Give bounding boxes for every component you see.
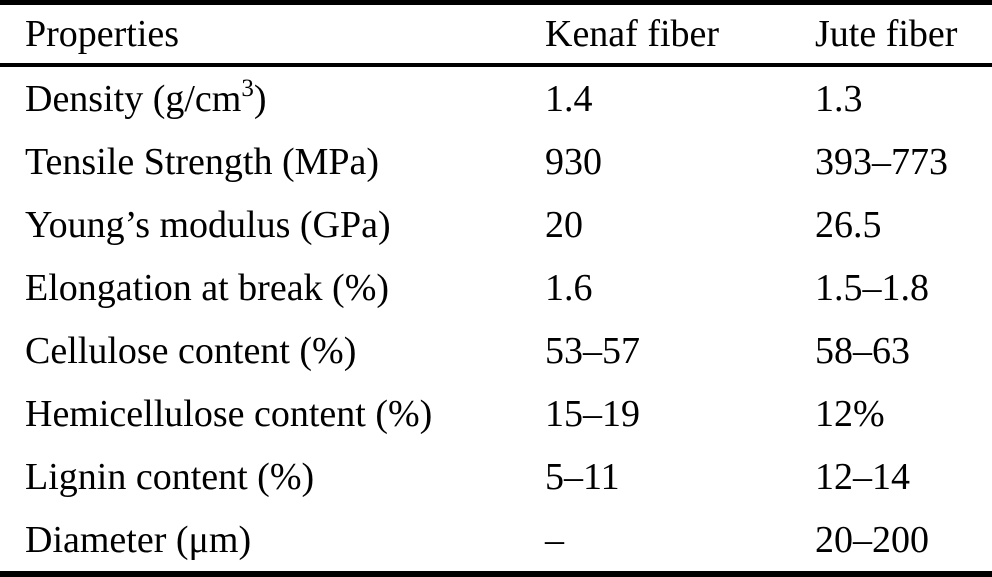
jute-value-cell: 1.3 xyxy=(815,77,863,120)
property-cell: Tensile Strength (MPa) xyxy=(25,140,380,183)
jute-value-cell: 20–200 xyxy=(815,518,929,561)
property-label: Density (g/cm xyxy=(25,77,242,120)
jute-value-cell: 12% xyxy=(815,392,885,435)
column-header-properties: Properties xyxy=(25,13,180,55)
table-row-lignin: Lignin content (%) 5–11 12–14 xyxy=(0,445,992,508)
column-header-kenaf-fiber: Kenaf fiber xyxy=(545,13,720,55)
table-row-density: Density (g/cm3) 1.4 1.3 xyxy=(0,67,992,130)
property-cell: Cellulose content (%) xyxy=(25,329,357,372)
jute-value-cell: 12–14 xyxy=(815,455,910,498)
table-row-youngs-modulus: Young’s modulus (GPa) 20 26.5 xyxy=(0,193,992,256)
kenaf-value-cell: 5–11 xyxy=(545,455,620,498)
property-cell: Young’s modulus (GPa) xyxy=(25,203,391,246)
property-label-close: ) xyxy=(253,77,267,120)
kenaf-value-cell: 15–19 xyxy=(545,392,640,435)
property-cell: Hemicellulose content (%) xyxy=(25,392,433,435)
table-row-cellulose: Cellulose content (%) 53–57 58–63 xyxy=(0,319,992,382)
unit-superscript: 3 xyxy=(241,74,254,102)
table-row-tensile-strength: Tensile Strength (MPa) 930 393–773 xyxy=(0,130,992,193)
kenaf-value-cell: 930 xyxy=(545,140,602,183)
property-cell: Diameter (μm) xyxy=(25,518,252,561)
jute-value-cell: 26.5 xyxy=(815,203,882,246)
column-header-jute-fiber: Jute fiber xyxy=(815,13,958,55)
property-cell: Lignin content (%) xyxy=(25,455,315,498)
jute-value-cell: 58–63 xyxy=(815,329,910,372)
kenaf-value-cell: – xyxy=(545,518,564,561)
jute-value-cell: 1.5–1.8 xyxy=(815,266,929,309)
table-row-diameter: Diameter (μm) – 20–200 xyxy=(0,508,992,571)
property-cell: Elongation at break (%) xyxy=(25,266,390,309)
table-row-elongation: Elongation at break (%) 1.6 1.5–1.8 xyxy=(0,256,992,319)
property-cell: Density (g/cm3) xyxy=(0,76,545,120)
kenaf-value-cell: 1.4 xyxy=(545,77,593,120)
kenaf-value-cell: 1.6 xyxy=(545,266,593,309)
jute-value-cell: 393–773 xyxy=(815,140,948,183)
kenaf-value-cell: 20 xyxy=(545,203,583,246)
table-header-row: Properties Kenaf fiber Jute fiber xyxy=(0,5,992,67)
table-row-hemicellulose: Hemicellulose content (%) 15–19 12% xyxy=(0,382,992,445)
kenaf-value-cell: 53–57 xyxy=(545,329,640,372)
